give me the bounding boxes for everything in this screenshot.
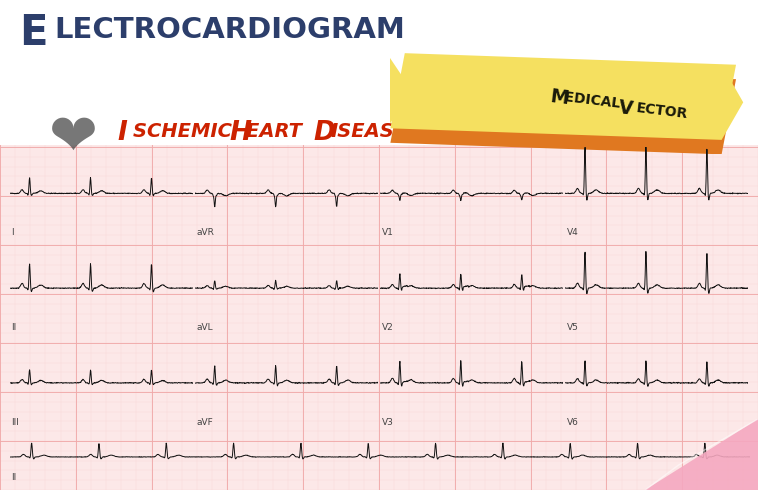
Text: aVR: aVR [196, 228, 215, 238]
Text: aVF: aVF [196, 418, 213, 427]
Text: V1: V1 [381, 228, 393, 238]
Text: LECTROCARDIOGRAM: LECTROCARDIOGRAM [55, 16, 406, 44]
Text: III: III [11, 418, 19, 427]
Text: aVL: aVL [196, 323, 213, 332]
Text: II: II [11, 473, 17, 482]
Text: E: E [19, 12, 48, 54]
Text: V2: V2 [381, 323, 393, 332]
Text: V4: V4 [567, 228, 578, 238]
Text: D: D [313, 120, 335, 146]
Text: V5: V5 [567, 323, 578, 332]
Text: ISEASE: ISEASE [330, 122, 408, 141]
Text: H: H [230, 120, 252, 146]
Text: V: V [617, 98, 634, 119]
Polygon shape [365, 53, 412, 128]
Text: EDICAL: EDICAL [563, 90, 625, 112]
Text: SCHEMIC: SCHEMIC [133, 122, 238, 141]
Polygon shape [700, 65, 743, 140]
Bar [0, 0, 758, 145]
Polygon shape [645, 419, 758, 490]
Polygon shape [390, 68, 736, 154]
Text: V6: V6 [567, 418, 578, 427]
Text: EART: EART [246, 122, 309, 141]
Text: M: M [549, 87, 570, 109]
Text: I: I [117, 120, 127, 146]
Text: II: II [11, 323, 17, 332]
Text: V3: V3 [381, 418, 393, 427]
Polygon shape [390, 53, 736, 140]
Text: ECTOR: ECTOR [635, 101, 688, 121]
Text: I: I [11, 228, 14, 238]
Text: ❤: ❤ [49, 110, 98, 167]
